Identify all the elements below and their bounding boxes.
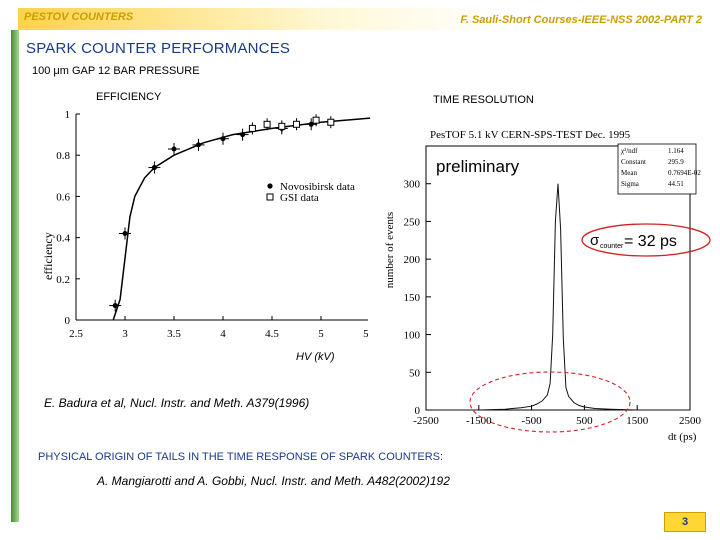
legend-marker-gsi: [266, 193, 274, 201]
preliminary-annotation: preliminary: [436, 157, 520, 176]
tof-y-tick-label: 0: [415, 405, 421, 417]
tof-x-tick-label: -1500: [466, 415, 492, 427]
eff-x-tick-label: 2.5: [69, 328, 83, 340]
gsi-point: [327, 118, 335, 126]
tof-y-tick-label: 150: [404, 292, 421, 304]
hv-axis-label: HV (kV): [296, 351, 335, 363]
stats-label-1: Mean: [621, 169, 637, 177]
resolution-subscript: counter: [600, 243, 624, 250]
novosibirsk-point: [220, 136, 226, 142]
header-bar: [18, 8, 708, 30]
gsi-point: [248, 124, 256, 132]
tof-x-tick-label: -2500: [413, 415, 439, 427]
novosibirsk-point: [240, 132, 246, 138]
eff-x-tick-label: 4: [220, 328, 226, 340]
tof-x-tick-label: 2500: [679, 415, 702, 427]
eff-y-tick-label: 1: [65, 109, 71, 121]
time-resolution-chart: PesTOF 5.1 kV CERN-SPS-TEST Dec. 1995 -2…: [368, 120, 713, 450]
reference-badura: E. Badura et al, Nucl. Instr. and Meth. …: [44, 396, 310, 410]
tof-y-tick-label: 50: [409, 367, 421, 379]
tof-histogram-line: [426, 183, 690, 411]
resolution-value: = 32 ps: [624, 233, 677, 250]
tof-y-tick-label: 100: [404, 330, 421, 342]
eff-y-tick-label: 0: [65, 315, 71, 327]
left-accent-bar: [11, 30, 19, 522]
physical-origin-text: PHYSICAL ORIGIN OF TAILS IN THE TIME RES…: [38, 451, 444, 463]
stats-value-2: 44.51: [668, 180, 684, 188]
eff-x-tick-label: 5: [318, 328, 324, 340]
reference-mangiarotti: A. Mangiarotti and A. Gobbi, Nucl. Instr…: [97, 474, 450, 488]
eff-y-tick-label: 0.4: [56, 233, 70, 245]
fit-stats-box: χ²/ndf 1.164 Constant 295.9 Mean 0.7694E…: [617, 143, 701, 195]
gsi-point: [293, 120, 300, 128]
tof-x-tick-label: 1500: [626, 415, 649, 427]
legend-novosibirsk: Novosibirsk data: [280, 181, 355, 193]
legend-marker-novosibirsk: [267, 183, 273, 189]
legend-gsi: GSI data: [280, 192, 319, 204]
tof-y-tick-label: 250: [404, 216, 421, 228]
tof-x-tick-label: 500: [576, 415, 593, 427]
tof-x-tick-label: -500: [522, 415, 543, 427]
eff-x-tick-label: 3.5: [167, 328, 181, 340]
tof-y-axis-label: number of events: [384, 212, 396, 288]
efficiency-legend: Novosibirsk data GSI data: [266, 181, 355, 204]
gsi-point: [263, 120, 271, 128]
header-left: PESTOV COUNTERS: [24, 11, 134, 23]
stats-header: χ²/ndf: [621, 147, 638, 155]
novosibirsk-point: [171, 146, 177, 152]
novosibirsk-point: [112, 303, 118, 309]
header-right: F. Sauli-Short Courses-IEEE-NSS 2002-PAR…: [460, 14, 702, 26]
tof-chart-title: PesTOF 5.1 kV CERN-SPS-TEST Dec. 1995: [430, 129, 631, 141]
resolution-highlight-ellipse: [581, 223, 711, 257]
slide-title: SPARK COUNTER PERFORMANCES: [26, 40, 291, 57]
slide-subtitle: 100 μm GAP 12 BAR PRESSURE: [32, 65, 200, 77]
novosibirsk-point: [308, 121, 314, 127]
efficiency-chart: 2.533.544.555.500.20.40.60.81 efficiency…: [38, 100, 378, 350]
novosibirsk-point: [196, 142, 201, 148]
novosibirsk-point: [151, 165, 157, 171]
novosibirsk-point: [122, 230, 128, 236]
eff-y-tick-label: 0.8: [56, 150, 70, 162]
tof-y-tick-label: 300: [404, 179, 421, 191]
stats-header-value: 1.164: [668, 147, 684, 155]
stats-label-0: Constant: [621, 158, 646, 166]
page-number-badge: 3: [664, 512, 706, 532]
stats-value-0: 295.9: [668, 158, 684, 166]
tails-highlight-ellipse: [469, 371, 631, 433]
eff-x-tick-label: 4.5: [265, 328, 279, 340]
tof-y-tick-label: 200: [404, 254, 421, 266]
resolution-sigma: σ: [590, 232, 600, 249]
gsi-point: [312, 116, 320, 124]
eff-x-tick-label: 3: [122, 328, 128, 340]
stats-value-1: 0.7694E-02: [668, 169, 701, 177]
time-resolution-label: TIME RESOLUTION: [433, 94, 534, 106]
stats-label-2: Sigma: [621, 180, 640, 188]
tof-frame: [425, 145, 691, 411]
tof-x-axis-label: dt (ps): [668, 431, 697, 443]
eff-y-tick-label: 0.6: [56, 191, 70, 203]
eff-y-tick-label: 0.2: [56, 274, 70, 286]
gsi-point: [278, 122, 286, 130]
efficiency-y-axis-label: efficiency: [41, 232, 55, 280]
